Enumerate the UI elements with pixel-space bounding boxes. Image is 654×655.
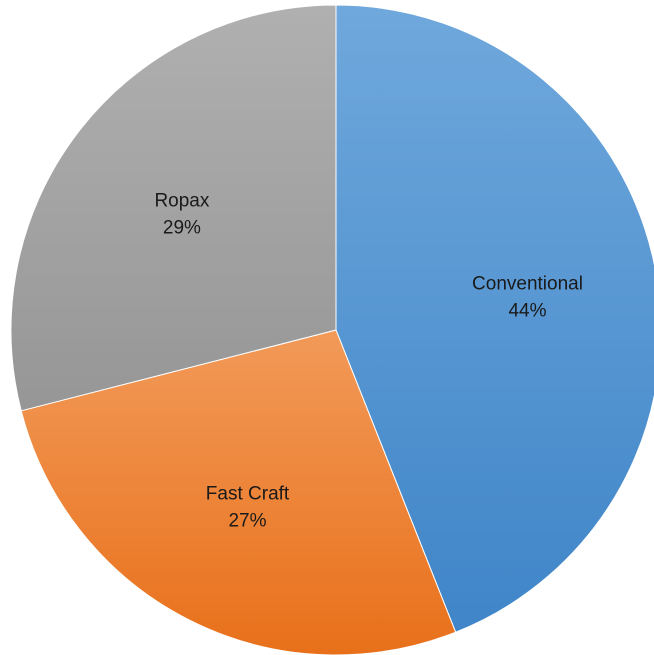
pie-data-labels: Conventional 44% Fast Craft 27% Ropax 29% [154, 191, 583, 532]
data-label-category: Fast Craft [206, 484, 290, 505]
data-label-category: Ropax [154, 191, 209, 212]
data-label-percent: 27% [228, 511, 266, 532]
data-label-percent: 44% [508, 301, 546, 322]
data-label-fast-craft: Fast Craft 27% [206, 484, 290, 532]
data-label-ropax: Ropax 29% [154, 191, 209, 239]
data-label-percent: 29% [163, 218, 201, 239]
pie-slice-fast-craft [20, 329, 457, 655]
pie-slice-conventional [335, 4, 654, 633]
data-label-category: Conventional [472, 274, 583, 295]
data-label-conventional: Conventional 44% [472, 274, 583, 322]
pie-slices [10, 4, 654, 655]
pie-slice-ropax [10, 4, 337, 412]
